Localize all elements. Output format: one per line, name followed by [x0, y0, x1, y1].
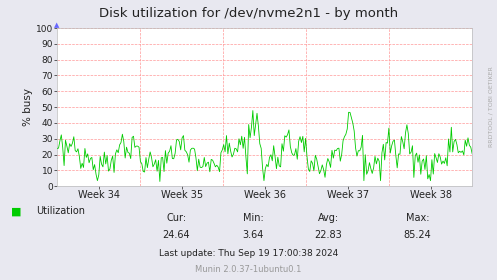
Text: Min:: Min:	[243, 213, 264, 223]
Text: Max:: Max:	[406, 213, 429, 223]
Text: Disk utilization for /dev/nvme2n1 - by month: Disk utilization for /dev/nvme2n1 - by m…	[99, 7, 398, 20]
Text: 22.83: 22.83	[314, 230, 342, 240]
Text: Munin 2.0.37-1ubuntu0.1: Munin 2.0.37-1ubuntu0.1	[195, 265, 302, 274]
Text: Utilization: Utilization	[36, 206, 85, 216]
Text: Cur:: Cur:	[166, 213, 186, 223]
Y-axis label: % busy: % busy	[23, 88, 33, 126]
Text: Last update: Thu Sep 19 17:00:38 2024: Last update: Thu Sep 19 17:00:38 2024	[159, 249, 338, 258]
Text: Avg:: Avg:	[318, 213, 338, 223]
Text: 3.64: 3.64	[243, 230, 264, 240]
Text: ▲: ▲	[55, 22, 60, 28]
Text: 85.24: 85.24	[404, 230, 431, 240]
Text: RRDTOOL / TOBI OETIKER: RRDTOOL / TOBI OETIKER	[489, 66, 494, 147]
Text: ■: ■	[11, 206, 21, 216]
Text: 24.64: 24.64	[163, 230, 190, 240]
